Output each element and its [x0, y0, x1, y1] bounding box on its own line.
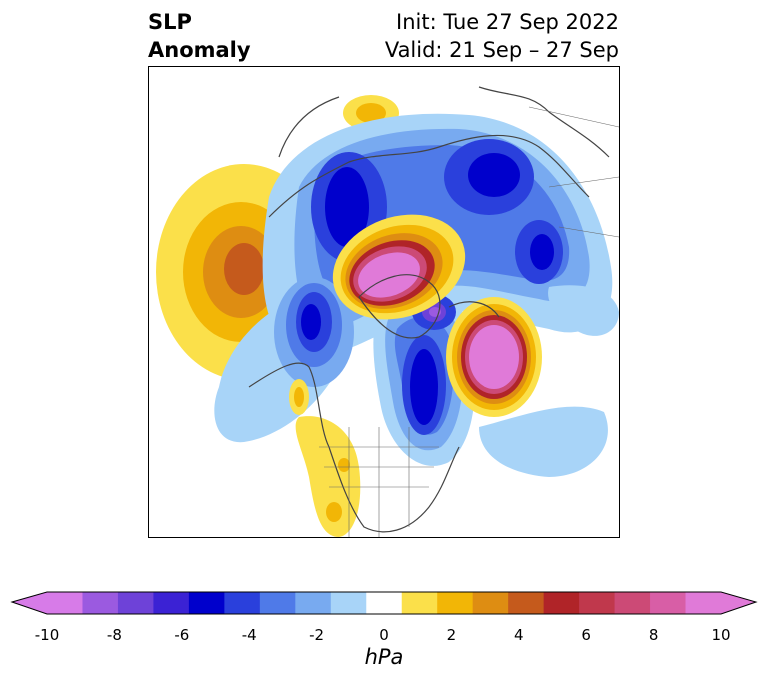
colorbar-cell	[401, 592, 438, 614]
colorbar-cell	[508, 592, 545, 614]
map-title: SLP Anomaly	[148, 8, 251, 64]
colorbar-unit: hPa	[364, 645, 404, 669]
colorbar-tick-label: -2	[309, 626, 325, 644]
colorbar-low-extend	[12, 592, 47, 614]
colorbar-cell	[295, 592, 332, 614]
colorbar-cell	[543, 592, 580, 614]
colorbar-cell	[685, 592, 722, 614]
map-dates: Init: Tue 27 Sep 2022 Valid: 21 Sep – 27…	[385, 8, 619, 64]
init-date: Init: Tue 27 Sep 2022	[396, 10, 619, 34]
colorbar-tick-label: -8	[106, 626, 122, 644]
colorbar-high-extend	[721, 592, 756, 614]
colorbar-tick-label: 10	[711, 626, 731, 644]
valid-range: Valid: 21 Sep – 27 Sep	[384, 38, 619, 62]
us-high-anomaly	[289, 379, 361, 537]
colorbar-cell	[153, 592, 190, 614]
colorbar-cell	[437, 592, 474, 614]
colorbar-cell	[47, 592, 83, 614]
map-panel	[148, 66, 620, 538]
eastern-low	[373, 288, 475, 466]
colorbar-tick-label: 0	[379, 626, 389, 644]
title-variable: SLP	[148, 10, 192, 34]
colorbar-cell	[650, 592, 687, 614]
atlantic-high-anomaly	[446, 297, 542, 417]
colorbar-tick-label: 2	[446, 626, 457, 644]
anomaly-map	[156, 86, 619, 537]
colorbar-cell	[472, 592, 509, 614]
colorbar-tick-label: 6	[581, 626, 591, 644]
colorbar-cell	[614, 592, 651, 614]
polar-high-anomaly	[332, 214, 466, 320]
colorbar-cell	[188, 592, 225, 614]
colorbar-cell	[117, 592, 154, 614]
western-low	[214, 277, 354, 443]
colorbar-tick-label: 4	[514, 626, 524, 644]
borders	[319, 106, 619, 537]
colorbar-tick-label: 8	[648, 626, 659, 644]
colorbar-cell	[579, 592, 616, 614]
colorbar-cell	[259, 592, 296, 614]
colorbar-cell	[224, 592, 261, 614]
colorbar-tick-label: -4	[241, 626, 257, 644]
colorbar	[10, 591, 758, 615]
coastlines	[248, 86, 610, 533]
colorbar-tick-label: -10	[34, 626, 60, 644]
colorbar-tick-label: -6	[174, 626, 190, 644]
colorbar-cell	[82, 592, 119, 614]
colorbar-cell	[366, 592, 403, 614]
colorbar-cell	[330, 592, 367, 614]
atlantic-south-low	[479, 406, 608, 477]
title-variable-type: Anomaly	[148, 38, 251, 62]
